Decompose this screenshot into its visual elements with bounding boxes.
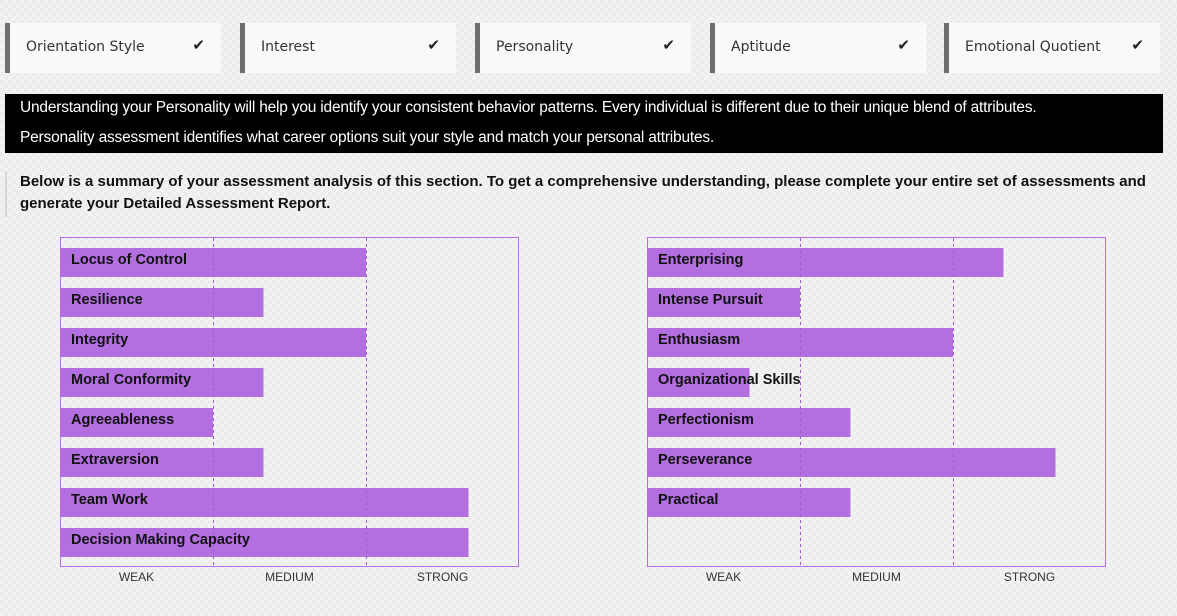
bar-perfectionism [647, 408, 851, 437]
tab-label: Interest [261, 39, 315, 55]
tick-label-weak: WEAK [706, 570, 741, 584]
bar-decision-making-capacity [60, 528, 469, 557]
bar-resilience [60, 288, 264, 317]
bar-practical [647, 488, 851, 517]
bar-label-enthusiasm: Enthusiasm [658, 332, 740, 348]
bar-label-extraversion: Extraversion [71, 452, 159, 468]
chart-right-svg: Enterprising Intense Pursuit Enthusiasm Org… [647, 237, 1106, 584]
tick-label-medium: MEDIUM [852, 570, 901, 584]
tick-label-weak: WEAK [119, 570, 154, 584]
bar-label-intense-pursuit: Intense Pursuit [658, 292, 763, 308]
banner-line-1: Understanding your Personality will help… [20, 99, 1037, 116]
bar-label-locus-of-control: Locus of Control [71, 252, 187, 268]
tab-interest[interactable]: Interest ✔ [240, 23, 456, 73]
bar-organizational-skills [647, 368, 750, 397]
bar-label-perfectionism: Perfectionism [658, 412, 754, 428]
bar-label-team-work: Team Work [71, 492, 149, 508]
bar-label-perseverance: Perseverance [658, 452, 752, 468]
summary-text: Below is a summary of your assessment an… [5, 171, 1165, 217]
bar-label-decision-making-capacity: Decision Making Capacity [71, 532, 250, 548]
tab-label: Orientation Style [26, 39, 145, 55]
bar-enterprising [647, 248, 1004, 277]
bar-moral-conformity [60, 368, 264, 397]
chart-frame [647, 237, 1106, 567]
chart-frame [60, 237, 519, 567]
check-icon: ✔ [192, 36, 205, 54]
check-icon: ✔ [897, 36, 910, 54]
bar-label-moral-conformity: Moral Conformity [71, 372, 191, 388]
tab-aptitude[interactable]: Aptitude ✔ [710, 23, 926, 73]
personality-chart-left: Locus of Control Resilience Integrity Moral… [60, 237, 519, 584]
tick-label-medium: MEDIUM [265, 570, 314, 584]
tab-label: Aptitude [731, 39, 791, 55]
bar-label-practical: Practical [658, 492, 718, 508]
personality-chart-right: Enterprising Intense Pursuit Enthusiasm Org… [647, 237, 1106, 584]
personality-banner: Understanding your Personality will help… [5, 94, 1163, 153]
bar-extraversion [60, 448, 264, 477]
bar-label-resilience: Resilience [71, 292, 143, 308]
bar-perseverance [647, 448, 1056, 477]
check-icon: ✔ [427, 36, 440, 54]
bar-label-integrity: Integrity [71, 332, 128, 348]
bar-label-agreeableness: Agreeableness [71, 412, 174, 428]
check-icon: ✔ [662, 36, 675, 54]
tab-label: Personality [496, 39, 574, 55]
bar-label-enterprising: Enterprising [658, 252, 743, 268]
tab-emotional-quotient[interactable]: Emotional Quotient ✔ [944, 23, 1160, 73]
tick-label-strong: STRONG [417, 570, 468, 584]
chart-left-svg: Locus of Control Resilience Integrity Moral… [60, 237, 519, 584]
bar-team-work [60, 488, 469, 517]
tab-orientation-style[interactable]: Orientation Style ✔ [5, 23, 221, 73]
banner-line-2: Personality assessment identifies what c… [20, 129, 715, 146]
bar-agreeableness [60, 408, 213, 437]
bar-label-organizational-skills: Organizational Skills [658, 372, 801, 388]
check-icon: ✔ [1131, 36, 1144, 54]
tick-label-strong: STRONG [1004, 570, 1055, 584]
tab-label: Emotional Quotient [965, 39, 1101, 55]
tab-personality[interactable]: Personality ✔ [475, 23, 691, 73]
bar-intense-pursuit [647, 288, 800, 317]
assessment-tabs: Orientation Style ✔ Interest ✔ Personali… [0, 23, 1177, 73]
